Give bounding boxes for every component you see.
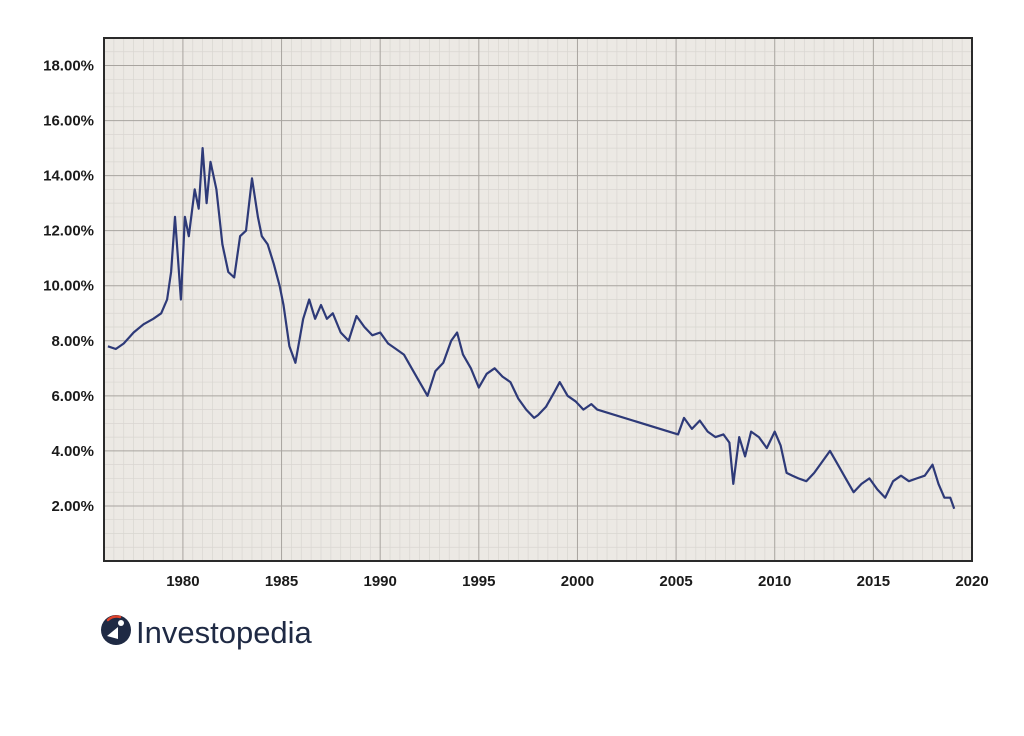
plot-frame [103, 37, 973, 562]
y-tick-label: 4.00% [51, 443, 94, 460]
logo-text: Investopedia [136, 615, 313, 650]
y-tick-label: 6.00% [51, 388, 94, 405]
y-axis-tick-labels: 2.00% 4.00% 6.00% 8.00% 10.00% 12.00% 14.00% 16… [43, 58, 94, 515]
investopedia-logo: Investopedia [101, 615, 313, 650]
x-tick-label: 2005 [659, 573, 692, 590]
y-tick-label: 12.00% [43, 223, 94, 240]
x-tick-label: 2000 [561, 573, 594, 590]
investopedia-logo-icon [101, 615, 131, 645]
y-tick-label: 8.00% [51, 333, 94, 350]
y-tick-label: 2.00% [51, 498, 94, 515]
x-tick-label: 1995 [462, 573, 495, 590]
major-gridlines [104, 38, 972, 561]
y-tick-label: 16.00% [43, 113, 94, 130]
x-tick-label: 1980 [166, 573, 199, 590]
minor-gridlines [103, 38, 972, 561]
x-tick-label: 1990 [363, 573, 396, 590]
y-tick-label: 14.00% [43, 168, 94, 185]
x-tick-label: 2020 [955, 573, 988, 590]
y-tick-label: 10.00% [43, 278, 94, 295]
x-tick-label: 1985 [265, 573, 298, 590]
series-line-yield [107, 147, 956, 510]
x-axis-tick-labels: 1980 1985 1990 1995 2000 2005 2010 2015 2020 [166, 573, 988, 590]
x-tick-label: 2015 [857, 573, 890, 590]
y-tick-label: 18.00% [43, 58, 94, 75]
x-tick-label: 2010 [758, 573, 791, 590]
